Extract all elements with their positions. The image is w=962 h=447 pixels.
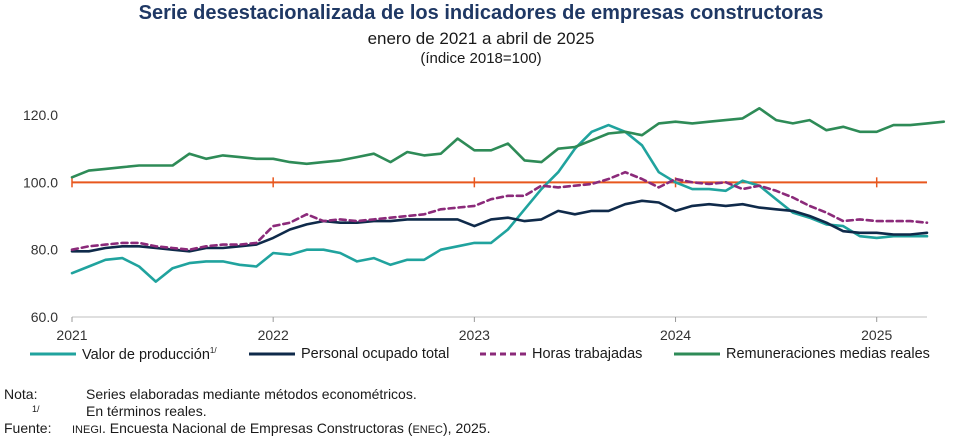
legend-item-valor: Valor de producción1/: [30, 346, 217, 363]
chart-index-base: (índice 2018=100): [420, 50, 542, 67]
series-line-personal-ocupado-total: [70, 199, 929, 253]
legend-label-horas: Horas trabajadas: [532, 346, 643, 362]
legend-label-valor: Valor de producción1/: [82, 346, 217, 363]
series-line-valor-de-produccion: [70, 123, 929, 283]
x-tick-label: 2023: [459, 327, 490, 343]
series-line-remuneraciones-medias-reales: [70, 107, 946, 179]
note-key: Nota:: [4, 386, 38, 402]
chart-subtitle: enero de 2021 a abril de 2025: [367, 29, 595, 48]
legend-label-personal: Personal ocupado total: [301, 346, 450, 362]
y-tick-label: 100.0: [23, 174, 58, 190]
legend-label-remuneraciones: Remuneraciones medias reales: [726, 346, 930, 362]
legend-swatch-horas: [480, 352, 526, 356]
y-tick-label: 80.0: [31, 242, 58, 258]
source-text: INEGI. Encuesta Nacional de Empresas Con…: [72, 420, 491, 436]
x-tick-label: 2024: [660, 327, 691, 343]
source-key: Fuente:: [4, 420, 52, 436]
legend-swatch-personal: [249, 352, 295, 356]
note-text: Series elaboradas mediante métodos econo…: [86, 386, 417, 402]
x-tick-label: 2021: [56, 327, 87, 343]
y-tick-label: 120.0: [23, 107, 58, 123]
note-row-sup: 1/ En términos reales.: [4, 403, 490, 420]
legend-item-horas: Horas trabajadas: [480, 346, 642, 362]
note-row-nota: Nota: Series elaboradas mediante métodos…: [4, 386, 490, 403]
chart-title: Serie desestacionalizada de los indicado…: [138, 2, 824, 24]
y-tick-label: 60.0: [31, 309, 58, 325]
x-tick-label: 2025: [861, 327, 892, 343]
footnote-text: En términos reales.: [86, 403, 207, 419]
footnote-key: 1/: [32, 404, 40, 414]
legend-swatch-remuneraciones: [674, 352, 720, 356]
legend-swatch-valor: [30, 352, 76, 356]
legend-item-personal: Personal ocupado total: [249, 346, 449, 362]
series-line-horas-trabajadas: [70, 170, 929, 251]
x-tick-label: 2022: [258, 327, 289, 343]
note-row-fuente: Fuente: INEGI. Encuesta Nacional de Empr…: [4, 420, 490, 439]
chart-notes: Nota: Series elaboradas mediante métodos…: [4, 386, 490, 439]
legend-item-remuneraciones: Remuneraciones medias reales: [674, 346, 930, 362]
